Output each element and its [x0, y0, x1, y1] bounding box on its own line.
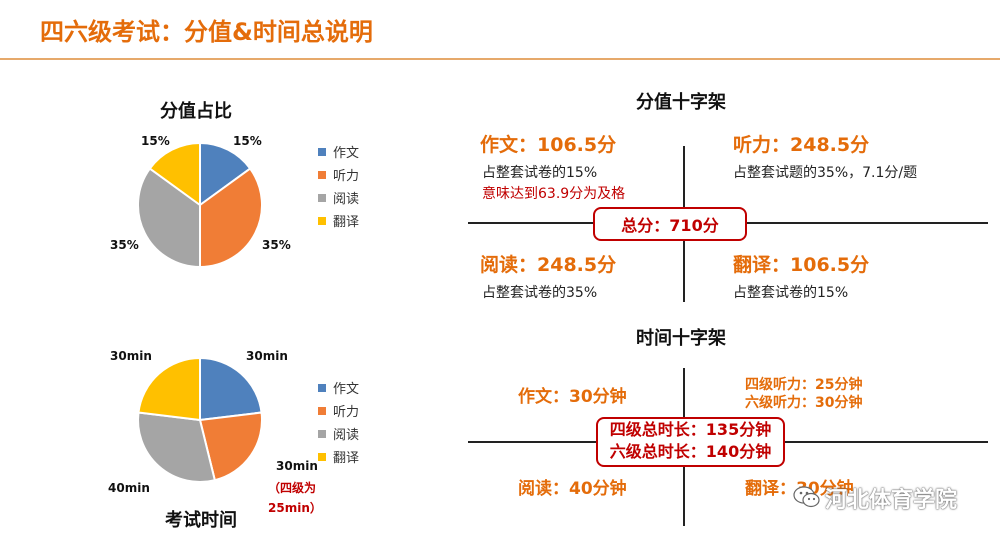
pie-slice-1 [199, 356, 263, 422]
pie-slice-3 [137, 167, 201, 269]
pie2-label-trans: 30min [110, 349, 152, 363]
page-title: 四六级考试：分值&时间总说明 [40, 18, 373, 46]
legend-swatch [318, 406, 326, 415]
legend-item-read: 阅读 [318, 422, 359, 445]
pie-slice-2 [199, 167, 263, 269]
pie-slice-4 [148, 141, 201, 207]
pie2-label-essay: 30min [246, 349, 288, 363]
pie2-label-listen: 30min [276, 459, 318, 473]
score-trans-sub: 占整套试卷的15% [733, 285, 849, 301]
legend-item-listen: 听力 [318, 399, 359, 422]
legend-label: 作文 [333, 146, 360, 161]
time-total-box: 四级总时长：135分钟 六级总时长：140分钟 [596, 417, 785, 467]
pie1-label-read: 35% [110, 238, 139, 252]
legend-label: 翻译 [333, 215, 360, 230]
legend-swatch [318, 170, 326, 179]
time-cross-title: 时间十字架 [636, 328, 726, 349]
pie1-title: 分值占比 [160, 101, 232, 122]
score-pie-chart [137, 141, 263, 269]
time-pie-chart [137, 356, 263, 483]
note-line: （四级为 [268, 481, 317, 495]
legend-label: 听力 [333, 169, 360, 184]
pie2-label-read: 40min [108, 481, 150, 495]
legend-item-essay: 作文 [318, 376, 359, 399]
legend-swatch [318, 429, 326, 438]
wechat-icon [793, 486, 820, 508]
legend-swatch [318, 193, 326, 202]
legend-label: 阅读 [333, 192, 360, 207]
score-total-box: 总分：710分 [593, 207, 747, 241]
score-read-head: 阅读：248.5分 [480, 254, 617, 276]
score-cross-title: 分值十字架 [636, 92, 726, 113]
pie-slice-1 [199, 141, 252, 207]
score-essay-sub: 占整套试卷的15% [482, 165, 598, 181]
score-essay-head: 作文：106.5分 [480, 134, 617, 156]
score-read-sub: 占整套试卷的35% [482, 285, 598, 301]
note-line: 25min） [268, 501, 322, 515]
pie2-title: 考试时间 [165, 510, 237, 531]
score-essay-note: 意味达到63.9分为及格 [482, 186, 626, 202]
time-total-cet6: 六级总时长：140分钟 [609, 442, 772, 461]
score-trans-head: 翻译：106.5分 [733, 254, 870, 276]
legend-label: 听力 [333, 405, 360, 420]
watermark-text: 河北体育学院 [825, 488, 958, 513]
time-essay: 作文：30分钟 [518, 387, 627, 407]
time-total-cet4: 四级总时长：135分钟 [609, 420, 772, 439]
legend-label: 作文 [333, 382, 360, 397]
score-listen-head: 听力：248.5分 [733, 134, 870, 156]
legend-swatch [318, 147, 326, 156]
legend-label: 翻译 [333, 451, 360, 466]
pie2-legend: 作文 听力 阅读 翻译 [318, 376, 359, 468]
pie-slice-4 [137, 356, 201, 422]
legend-item-essay: 作文 [318, 140, 359, 163]
time-listen-cet6: 六级听力：30分钟 [745, 395, 863, 411]
score-listen-sub: 占整套试题的35%，7.1分/题 [733, 165, 918, 181]
legend-swatch [318, 452, 326, 461]
legend-item-trans: 翻译 [318, 445, 359, 468]
pie1-legend: 作文 听力 阅读 翻译 [318, 140, 359, 232]
pie1-label-listen: 35% [262, 238, 291, 252]
title-divider [0, 58, 1000, 60]
pie-slice-2 [198, 411, 263, 482]
legend-swatch [318, 216, 326, 225]
pie-slice-3 [137, 411, 217, 483]
legend-item-trans: 翻译 [318, 209, 359, 232]
legend-item-read: 阅读 [318, 186, 359, 209]
time-listen-cet4: 四级听力：25分钟 [745, 377, 863, 393]
legend-item-listen: 听力 [318, 163, 359, 186]
pie1-label-trans: 15% [141, 134, 170, 148]
legend-label: 阅读 [333, 428, 360, 443]
cet4-time-note: （四级为 25min） [268, 478, 322, 518]
legend-swatch [318, 383, 326, 392]
time-read: 阅读：40分钟 [518, 479, 627, 499]
score-total: 总分：710分 [621, 216, 719, 235]
pie1-label-essay: 15% [233, 134, 262, 148]
